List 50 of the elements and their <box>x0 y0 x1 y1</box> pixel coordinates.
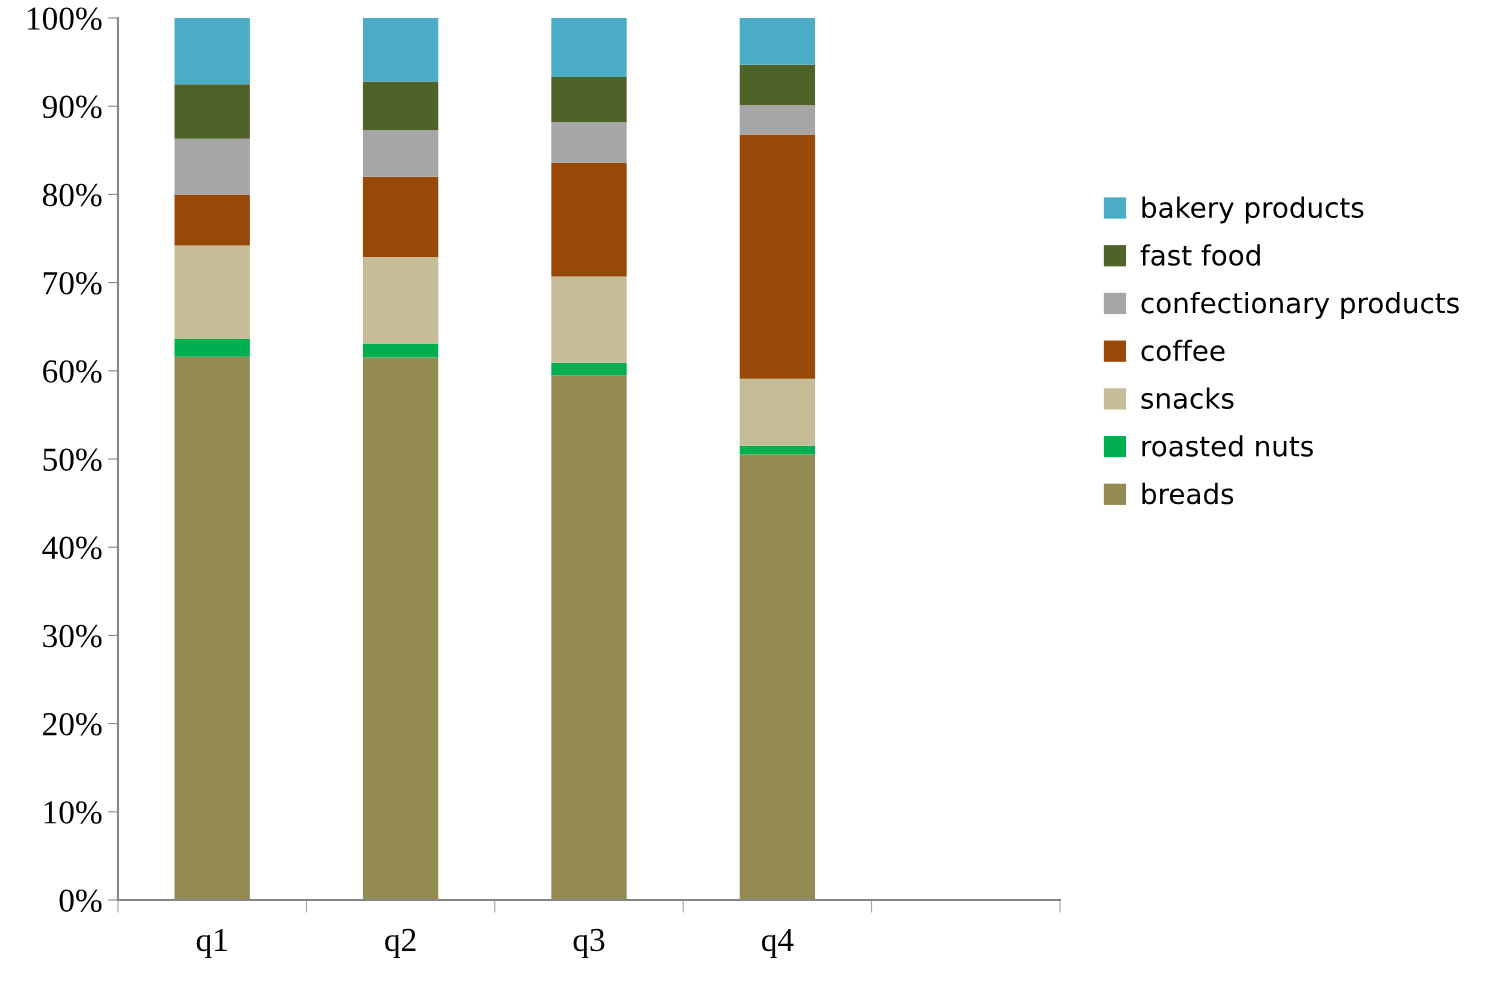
y-tick-label: 70% <box>43 272 102 295</box>
bar <box>739 64 816 106</box>
bar <box>362 257 439 344</box>
y-tick-label: 100% <box>27 7 102 30</box>
x-tick-label: q2 <box>385 928 416 959</box>
x-tick-label: q1 <box>196 928 227 959</box>
legend-label: breads <box>1142 482 1234 505</box>
bar <box>174 84 250 139</box>
bar <box>551 375 627 900</box>
bar <box>174 18 250 85</box>
x-tick-label: q4 <box>761 928 794 959</box>
bar <box>362 176 439 258</box>
bar <box>174 194 250 246</box>
y-tick-label: 50% <box>43 448 102 471</box>
bar <box>739 105 816 135</box>
bar <box>362 357 439 900</box>
legend-label: roasted nuts <box>1142 435 1313 457</box>
y-tick-label: 90% <box>42 95 102 119</box>
legend-label: fast food <box>1140 244 1260 266</box>
y-tick-label: 80% <box>42 183 102 207</box>
bar <box>174 138 250 195</box>
legend-label: snacks <box>1141 387 1234 409</box>
bar <box>551 77 627 123</box>
bar <box>174 356 250 900</box>
bar <box>739 134 816 379</box>
x-tick-label: q3 <box>573 928 605 959</box>
y-tick-label: 20% <box>43 713 102 736</box>
bar <box>174 339 250 357</box>
bar <box>551 18 627 78</box>
bar <box>739 378 816 446</box>
legend-label: confectionary products <box>1141 292 1459 319</box>
bar <box>739 445 816 455</box>
bar <box>174 245 250 340</box>
bar <box>362 18 439 82</box>
bar <box>362 81 439 131</box>
bar <box>739 454 816 900</box>
legend-label: bakery products <box>1142 196 1364 224</box>
bar <box>739 18 816 65</box>
bar <box>362 130 439 177</box>
y-tick-label: 40% <box>42 536 102 560</box>
bar <box>362 343 439 358</box>
y-tick-label: 10% <box>44 801 102 824</box>
bar <box>551 362 627 376</box>
bar <box>551 122 627 163</box>
bar <box>551 276 627 363</box>
y-tick-label: 60% <box>43 360 102 383</box>
legend-label: coffee <box>1141 339 1225 362</box>
y-tick-label: 0% <box>59 889 102 912</box>
y-tick-label: 30% <box>43 624 102 648</box>
bar <box>551 162 627 277</box>
